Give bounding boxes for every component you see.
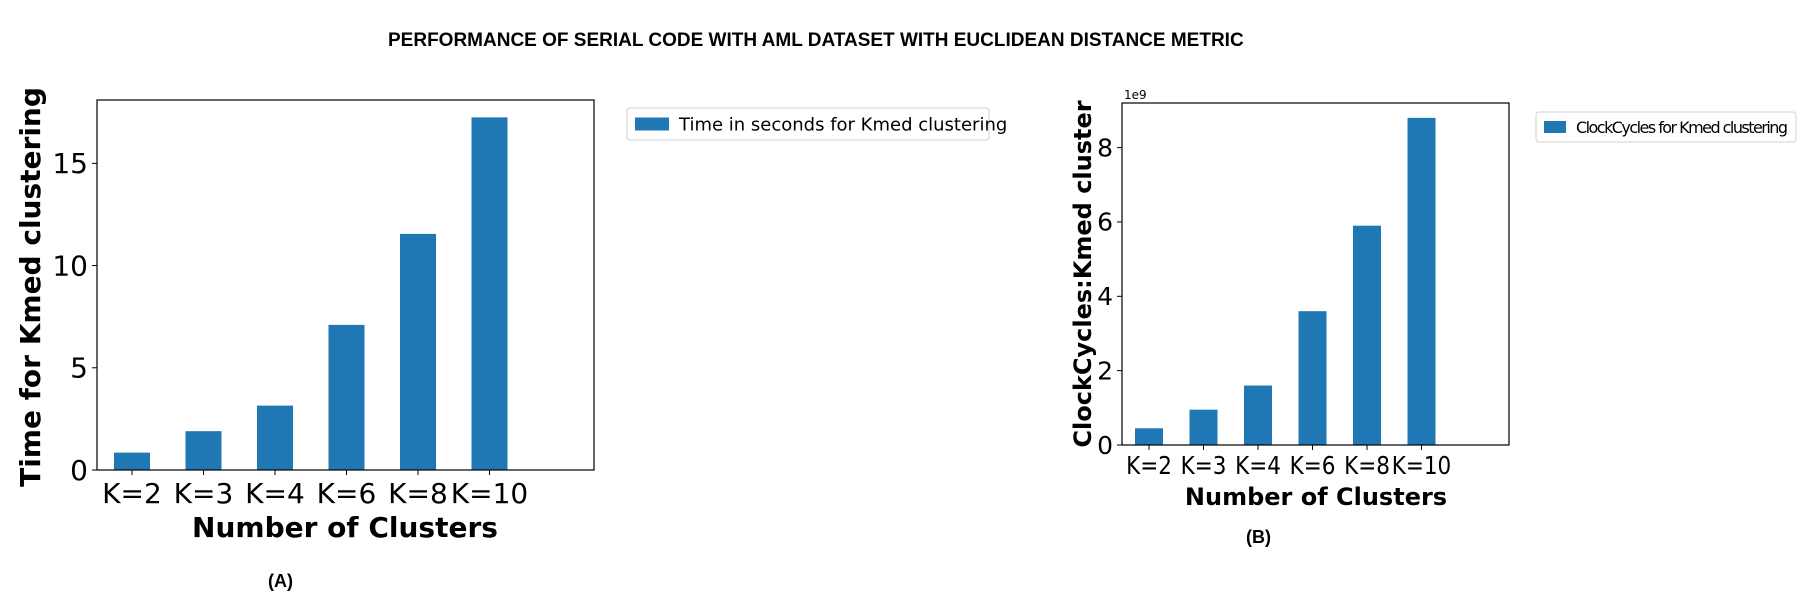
chart-b-legend-swatch xyxy=(1544,121,1566,133)
chart-a-x-axis-title: Number of Clusters xyxy=(192,511,498,544)
chart-b-y-axis-title: ClockCycles:Kmed cluster xyxy=(1069,100,1097,447)
chart-b-legend-label: ClockCycles for Kmed clustering xyxy=(1576,118,1788,137)
panel-b-label: (B) xyxy=(1246,527,1271,547)
page-title: PERFORMANCE OF SERIAL CODE WITH AML DATA… xyxy=(388,30,1244,51)
chart-b-x-tick-label: K=6 xyxy=(1290,451,1336,480)
chart-a-bar xyxy=(400,233,436,470)
chart-b-y-tick-label: 2 xyxy=(1097,356,1113,385)
chart-a-legend-label: Time in seconds for Kmed clustering xyxy=(678,114,1007,135)
chart-b-x-tick-label: K=3 xyxy=(1181,451,1227,480)
chart-b-y-tick-label: 0 xyxy=(1097,431,1113,460)
chart-b-plot-frame xyxy=(1121,102,1510,446)
chart-b-bar xyxy=(1189,409,1218,445)
chart-b-bar xyxy=(1135,428,1163,445)
chart-a-y-axis-title: Time for Kmed clustering xyxy=(14,87,47,487)
chart-b-bar xyxy=(1353,225,1381,445)
panel-a-label: (A) xyxy=(268,571,293,591)
chart-a-y-tick-label: 15 xyxy=(52,147,88,180)
chart-b-x-axis-title: Number of Clusters xyxy=(1185,483,1447,511)
chart-b-legend-box xyxy=(1535,111,1797,143)
chart-a-y-tick-label: 5 xyxy=(70,352,88,385)
chart-b-x-tick-label: K=2 xyxy=(1126,451,1172,480)
chart-a-x-tick-label: K=10 xyxy=(451,477,528,510)
chart-b-bar xyxy=(1244,385,1272,445)
chart-a-bar xyxy=(328,324,365,470)
chart-a-legend-swatch xyxy=(635,117,669,131)
chart-b-x-tick-label: K=4 xyxy=(1235,451,1281,480)
chart-a-x-tick-label: K=4 xyxy=(245,477,305,510)
chart-a-x-tick-label: K=6 xyxy=(317,477,377,510)
chart-a-x-tick-label: K=8 xyxy=(388,477,448,510)
chart-b-bar xyxy=(1407,117,1436,445)
chart-a-x-tick-label: K=2 xyxy=(102,477,162,510)
chart-b-y-offset-label: 1e9 xyxy=(1124,88,1147,102)
chart-a-legend-box xyxy=(626,107,990,141)
chart-b-y-tick-label: 4 xyxy=(1097,282,1113,311)
chart-a-bar xyxy=(114,452,150,470)
chart-b-y-tick-label: 6 xyxy=(1097,208,1113,237)
chart-b-x-tick-label: K=8 xyxy=(1344,451,1390,480)
chart-a-bar xyxy=(185,431,222,470)
chart-a-bar xyxy=(257,405,293,470)
chart-b-bar xyxy=(1298,311,1327,445)
chart-a-x-tick-label: K=3 xyxy=(174,477,234,510)
chart-b-y-tick-label: 8 xyxy=(1097,133,1113,162)
chart-a-y-tick-label: 0 xyxy=(70,454,88,487)
chart-a-bar xyxy=(471,117,508,470)
chart-b-x-tick-label: K=10 xyxy=(1392,451,1451,480)
chart-a-y-tick-label: 10 xyxy=(52,249,88,282)
chart-a-plot-frame xyxy=(96,99,595,471)
